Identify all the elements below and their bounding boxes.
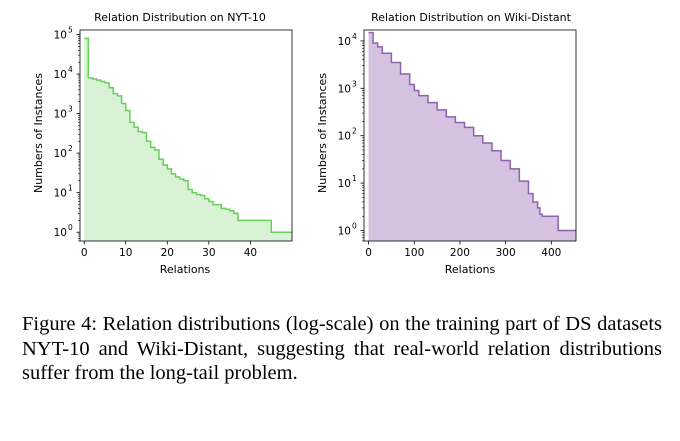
nyt10-y-tick-label-exponent: 2: [68, 144, 73, 153]
wiki-distant-x-tick-label: 300: [496, 247, 516, 259]
wiki-distant-y-tick-label-exponent: 3: [352, 79, 357, 88]
wiki-distant-y-tick-label-base: 10: [338, 131, 351, 143]
wiki-distant-x-axis-label: Relations: [445, 263, 496, 276]
nyt10-y-tick-label-exponent: 1: [68, 184, 73, 193]
wiki-distant-series-line: [368, 31, 576, 232]
nyt10-y-tick-label-exponent: 5: [68, 26, 73, 35]
wiki-distant-y-tick-label-exponent: 2: [352, 127, 357, 136]
wiki-distant-y-tick-label-exponent: 4: [352, 32, 357, 41]
nyt10-x-axis-label: Relations: [160, 263, 211, 276]
nyt10-y-tick-label-base: 10: [54, 188, 67, 200]
nyt10-axes-frame: [79, 29, 293, 242]
nyt10-chart: Relation Distribution on NYT-10 0 10 20 30 4…: [32, 11, 293, 276]
nyt10-x-tick-label: 40: [244, 247, 257, 259]
nyt10-y-tick-label-base: 10: [54, 109, 67, 121]
nyt10-y-tick-label-base: 10: [54, 227, 67, 239]
nyt10-area-fill: [84, 38, 292, 241]
nyt10-y-tick-label-exponent: 4: [68, 65, 73, 74]
wiki-distant-x-tick-label: 100: [404, 247, 424, 259]
nyt10-x-tick-label: 30: [202, 247, 215, 259]
nyt10-y-tick-label-base: 10: [54, 69, 67, 81]
wiki-distant-chart-title: Relation Distribution on Wiki-Distant: [371, 11, 572, 24]
nyt10-x-tick-label: 10: [119, 247, 132, 259]
wiki-distant-y-tick-label-exponent: 0: [352, 221, 357, 230]
nyt10-chart-title: Relation Distribution on NYT-10: [94, 11, 266, 24]
nyt10-y-tick-label-base: 10: [54, 148, 67, 160]
nyt10-x-tick-label: 0: [81, 247, 88, 259]
wiki-distant-x-tick-label: 400: [541, 247, 561, 259]
nyt10-y-axis-label: Numbers of Instances: [32, 73, 45, 193]
nyt10-y-tick-label-exponent: 3: [68, 105, 73, 114]
wiki-distant-y-tick-label-base: 10: [338, 83, 351, 95]
wiki-distant-y-tick-label-base: 10: [338, 225, 351, 237]
figure-caption: Figure 4: Relation distributions (log-sc…: [22, 313, 662, 384]
wiki-distant-y-tick-label-base: 10: [338, 36, 351, 48]
figure: Relation Distribution on NYT-10 0 10 20 30 4…: [32, 11, 577, 276]
wiki-distant-y-axis-label: Numbers of Instances: [316, 73, 329, 193]
nyt10-y-tick-label-base: 10: [54, 30, 67, 42]
nyt10-x-tick-label: 20: [161, 247, 174, 259]
wiki-distant-x-tick-label: 0: [365, 247, 372, 259]
wiki-distant-y-tick-label-base: 10: [338, 178, 351, 190]
nyt10-series-line: [84, 37, 292, 233]
nyt10-y-tick-label-exponent: 0: [68, 223, 73, 232]
wiki-distant-x-tick-label: 200: [450, 247, 470, 259]
wiki-distant-area-fill: [368, 32, 576, 241]
wiki-distant-y-tick-label-exponent: 1: [352, 174, 357, 183]
